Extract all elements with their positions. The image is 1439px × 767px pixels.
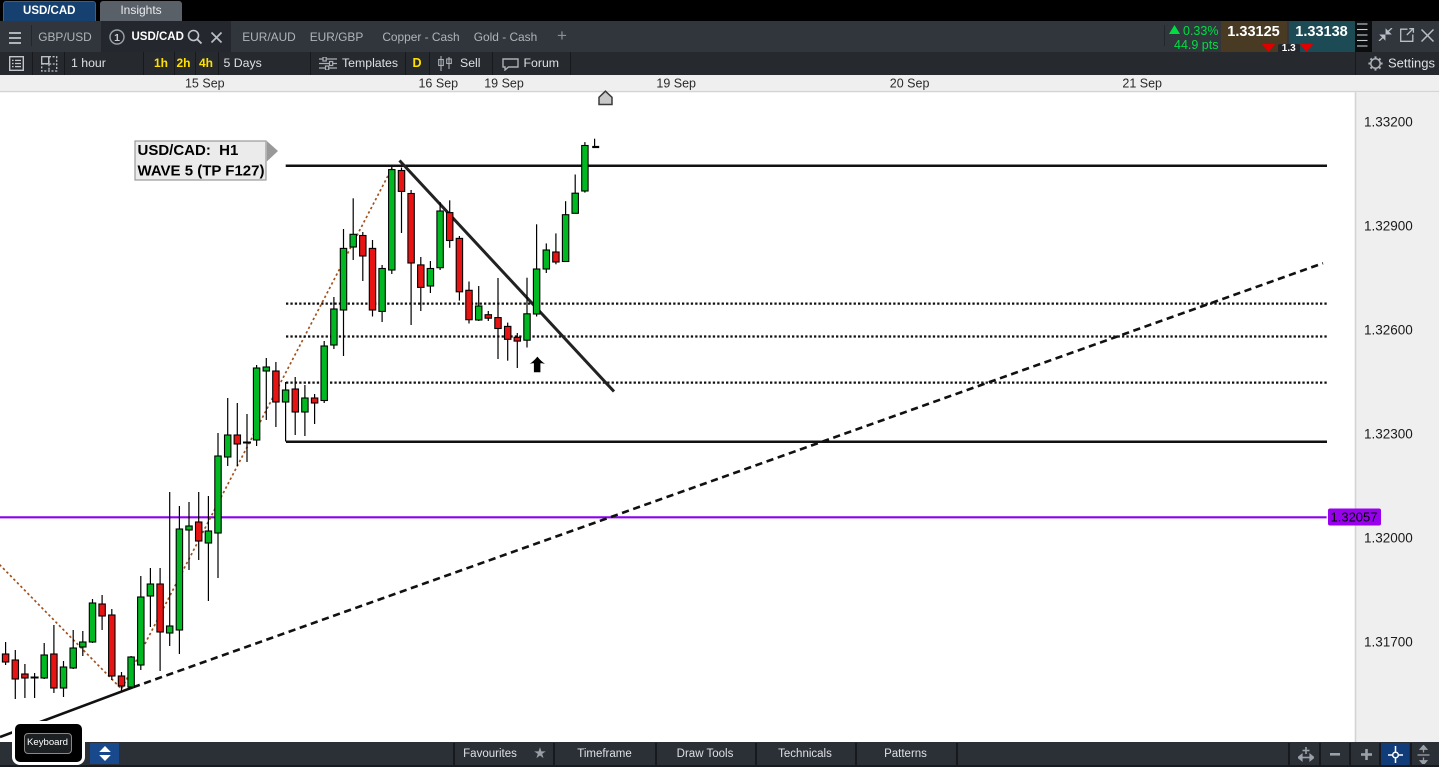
svg-text:1.32300: 1.32300 — [1364, 427, 1413, 442]
svg-text:1.31700: 1.31700 — [1364, 635, 1413, 650]
svg-text:USD/CAD: H1: USD/CAD: H1 — [138, 142, 239, 159]
svg-text:1: 1 — [114, 32, 120, 44]
svg-text:19 Sep: 19 Sep — [484, 77, 524, 91]
svg-text:1.32000: 1.32000 — [1364, 531, 1413, 546]
svg-text:20 Sep: 20 Sep — [890, 77, 930, 91]
svg-text:15 Sep: 15 Sep — [185, 77, 225, 91]
svg-text:1.32900: 1.32900 — [1364, 219, 1413, 234]
svg-text:WAVE 5 (TP F127): WAVE 5 (TP F127) — [138, 162, 265, 179]
svg-text:1.33200: 1.33200 — [1364, 115, 1413, 130]
svg-text:1.32057: 1.32057 — [1331, 510, 1378, 525]
svg-text:1.32600: 1.32600 — [1364, 323, 1413, 338]
svg-text:16 Sep: 16 Sep — [418, 77, 458, 91]
svg-text:21 Sep: 21 Sep — [1122, 77, 1162, 91]
svg-text:19 Sep: 19 Sep — [656, 77, 696, 91]
